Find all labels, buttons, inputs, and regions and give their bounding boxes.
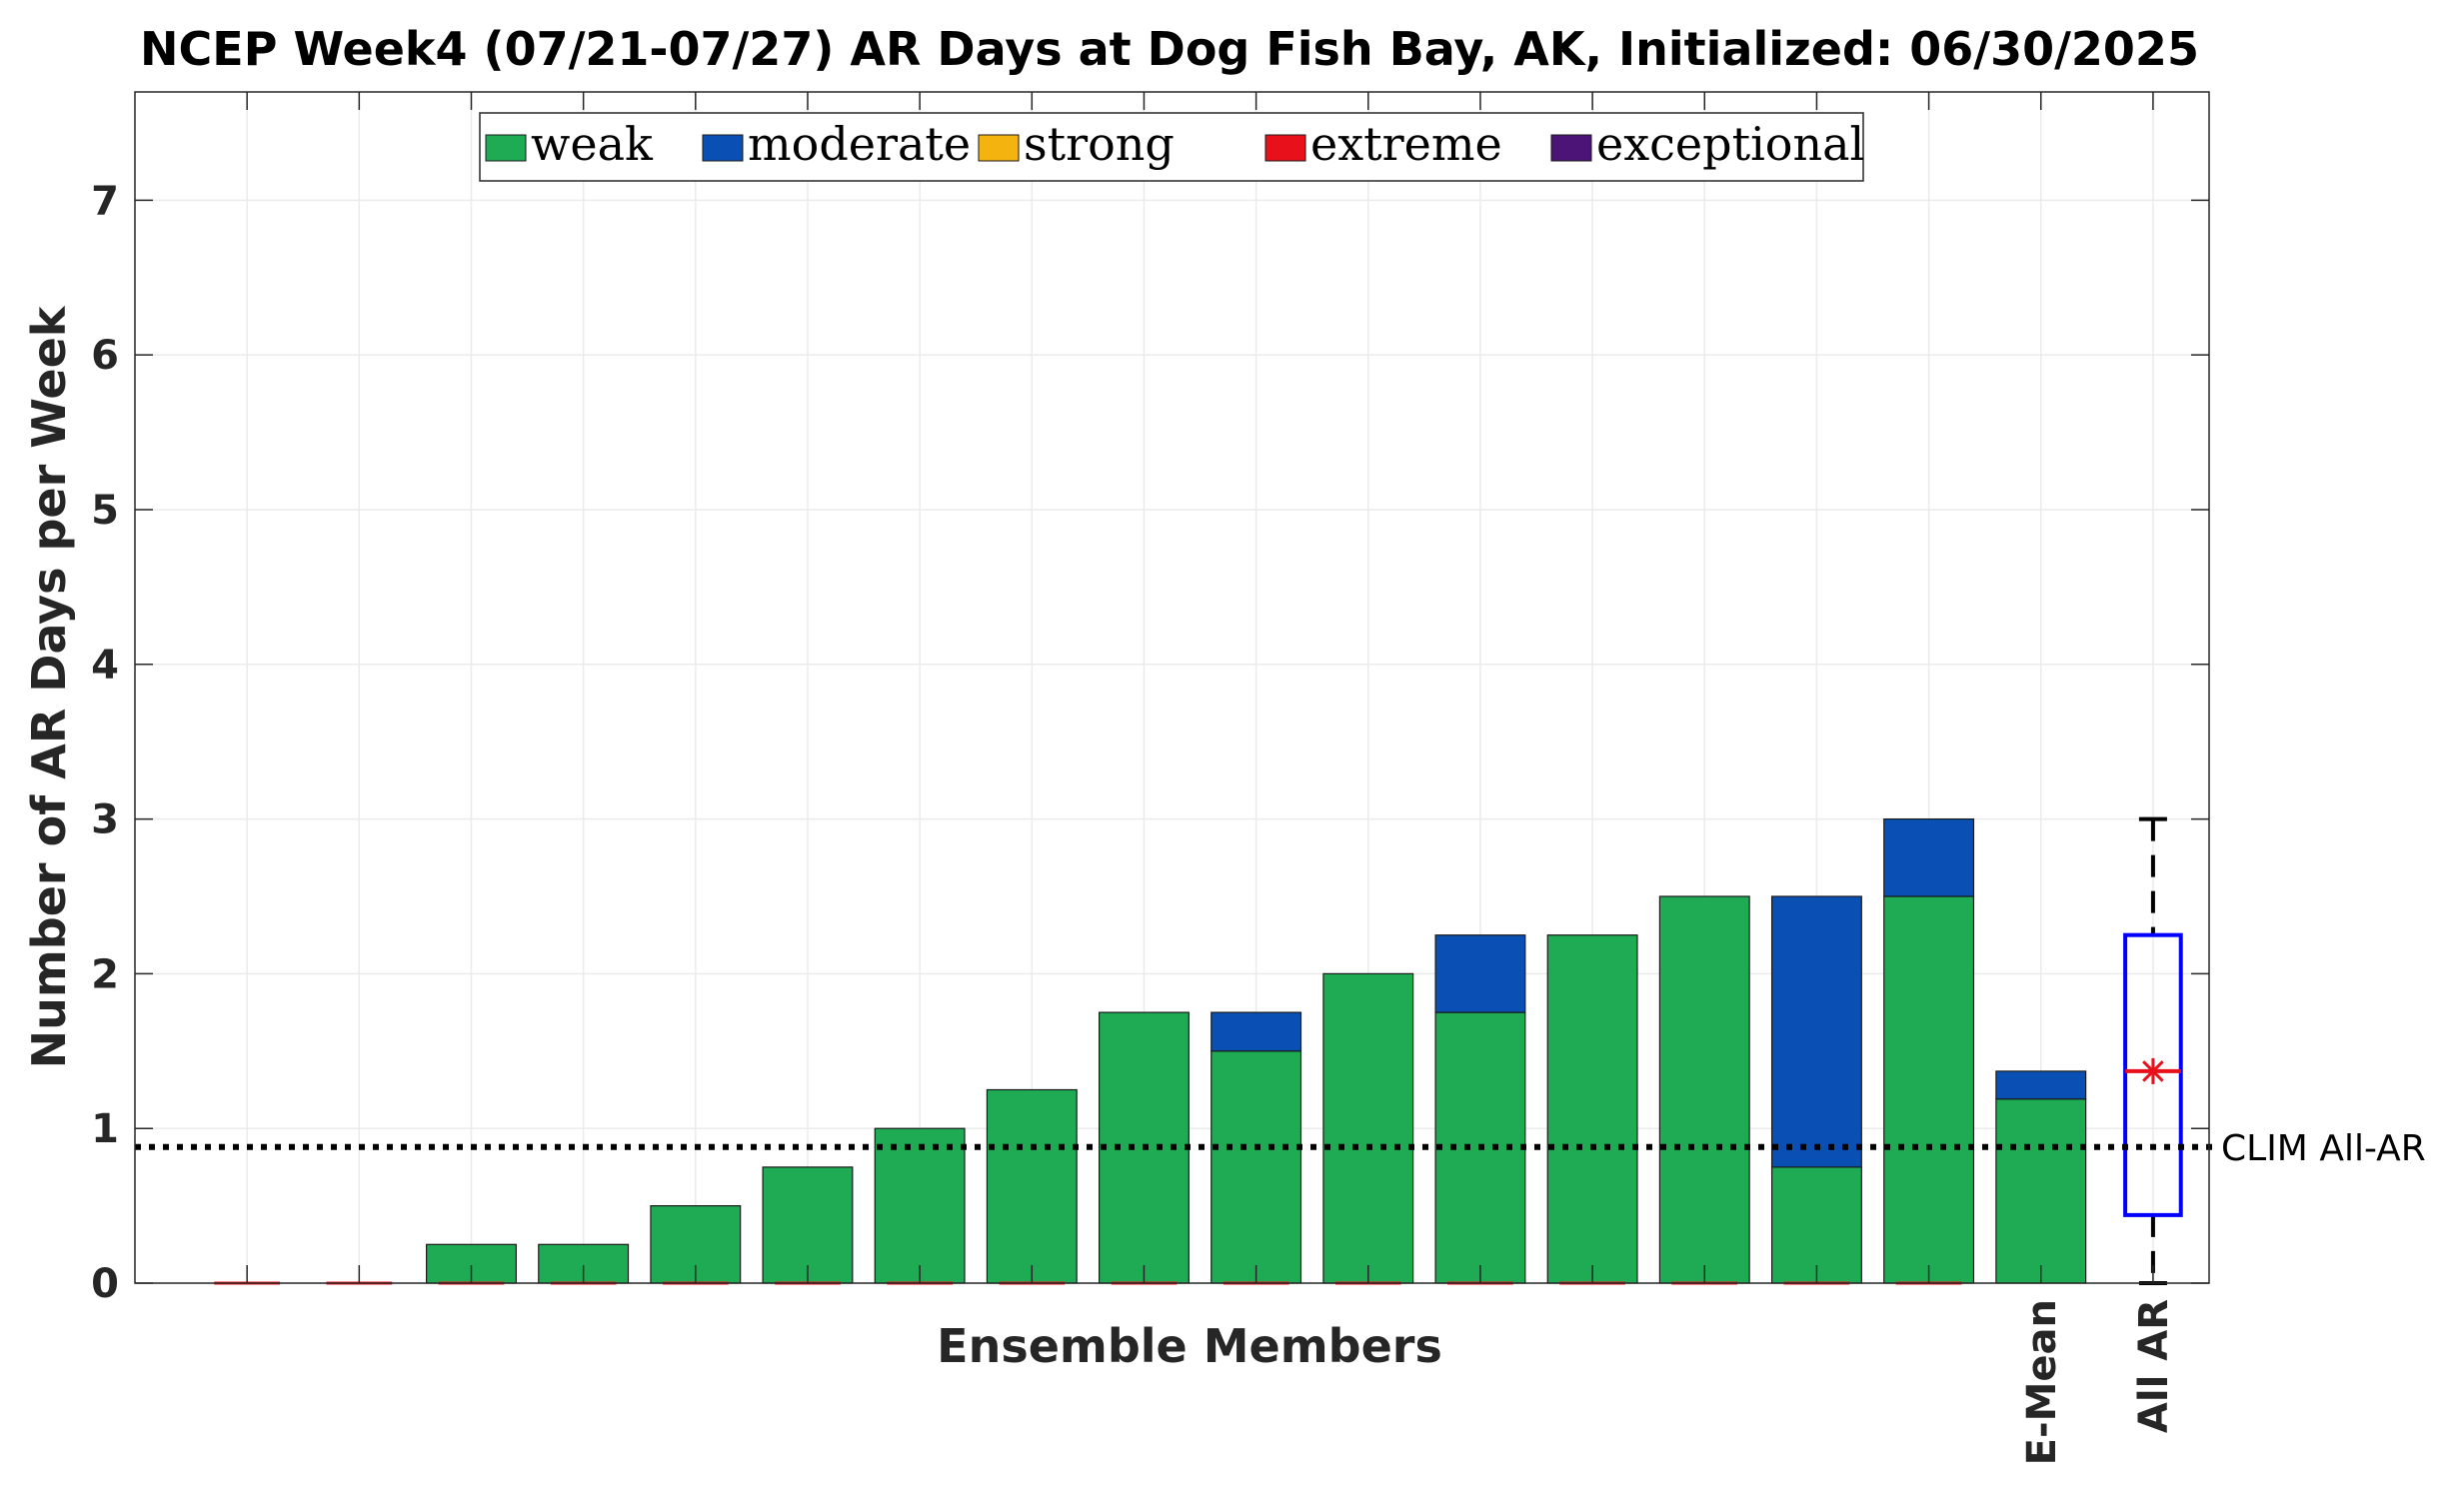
legend-swatch-extreme	[1264, 134, 1306, 162]
legend-swatch-moderate	[702, 134, 744, 162]
box-iqr	[2123, 932, 2183, 1217]
y-tick-label: 5	[91, 488, 119, 534]
x-category-label: All AR	[2131, 1299, 2177, 1433]
bar-moderate	[1883, 817, 1975, 897]
x-axis-label: Ensemble Members	[937, 1319, 1442, 1373]
y-tick-label: 1	[91, 1106, 119, 1152]
y-tick-label: 2	[91, 951, 119, 997]
bar-weak	[1770, 1166, 1862, 1284]
legend-label-moderate: moderate	[748, 117, 971, 171]
clim-label: CLIM All-AR	[2221, 1128, 2426, 1169]
y-tick-label: 0	[91, 1261, 119, 1307]
legend: weak moderate strong extreme exceptional	[479, 112, 1864, 182]
bar-moderate	[1770, 895, 1862, 1168]
chart-title: NCEP Week4 (07/21-07/27) AR Days at Dog …	[140, 22, 2199, 76]
legend-label-strong: strong	[1024, 117, 1175, 171]
plot-frame	[134, 91, 2210, 1284]
all-ar-boxplot	[2123, 816, 2183, 1285]
bar-weak	[874, 1127, 966, 1284]
bar-weak	[1546, 934, 1638, 1284]
y-tick-label: 3	[91, 797, 119, 843]
mean-marker-d2	[2142, 1060, 2164, 1082]
bar-moderate	[1434, 934, 1526, 1013]
x-category-label: E-Mean	[2019, 1299, 2065, 1465]
bar-weak	[1883, 895, 1975, 1284]
y-tick-label: 6	[91, 333, 119, 379]
legend-swatch-strong	[978, 134, 1020, 162]
bar-weak	[1658, 895, 1750, 1284]
bar-moderate	[1211, 1011, 1302, 1052]
legend-swatch-weak	[485, 134, 527, 162]
emean-bar-moderate	[1995, 1070, 2087, 1100]
bar-weak	[762, 1166, 854, 1284]
y-axis-label: Number of AR Days per Week	[22, 305, 76, 1068]
legend-swatch-exceptional	[1550, 134, 1592, 162]
clim-line-group: CLIM All-AR	[135, 1128, 2426, 1169]
x-axis-labels: E-Mean All AR	[2019, 1299, 2177, 1465]
emean-bar-weak	[1995, 1098, 2087, 1284]
legend-label-exceptional: exceptional	[1596, 117, 1864, 171]
y-tick-label: 7	[91, 178, 119, 224]
legend-label-extreme: extreme	[1310, 117, 1502, 171]
bars-group	[214, 817, 2087, 1285]
y-axis-ticks: 0 1 2 3 4 5 6 7	[91, 92, 2209, 1307]
bar-weak	[986, 1088, 1078, 1284]
bar-weak	[1322, 972, 1414, 1284]
bar-weak	[1211, 1050, 1302, 1284]
y-tick-label: 4	[91, 643, 119, 689]
legend-label-weak: weak	[531, 117, 654, 171]
